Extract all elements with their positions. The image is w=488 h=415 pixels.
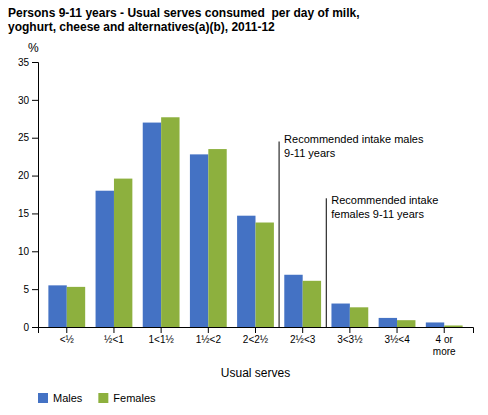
x-tick-mark: [113, 327, 114, 333]
y-axis-line: [32, 63, 39, 328]
y-tick-mark: [32, 100, 38, 101]
bar: [256, 223, 274, 327]
bar: [379, 318, 397, 327]
x-tick: 3½<4: [384, 327, 410, 345]
y-tick-label: 25: [18, 132, 30, 143]
bar: [331, 304, 349, 327]
annotations: Recommended intake males9-11 years Recomm…: [279, 133, 438, 327]
x-tick-mark: [349, 327, 350, 333]
bar: [161, 117, 179, 327]
bar: [96, 191, 114, 327]
x-tick-mark: [397, 327, 398, 333]
x-tick-mark: [208, 327, 209, 333]
recommendation-line: [326, 198, 327, 327]
y-tick-mark: [32, 213, 38, 214]
bar: [444, 325, 462, 327]
bar: [426, 322, 444, 327]
x-tick-label: <½: [60, 334, 75, 345]
y-tick-label: 20: [18, 170, 30, 181]
y-tick-mark: [32, 176, 38, 177]
x-tick-label: 1½<2: [196, 334, 222, 345]
y-tick-mark: [32, 327, 38, 328]
legend-item: Females: [98, 392, 156, 404]
y-tick: 10: [18, 246, 38, 257]
x-axis-line: [39, 328, 474, 334]
x-tick: 3<3½: [337, 327, 363, 345]
x-tick: ½<1: [104, 327, 124, 345]
bar: [237, 216, 255, 327]
legend-swatch: [98, 393, 108, 403]
bar: [190, 154, 208, 327]
legend-swatch: [38, 393, 48, 403]
x-tick: 2<2½: [243, 327, 269, 345]
y-tick-label: 15: [18, 208, 30, 219]
y-tick-mark: [32, 62, 38, 63]
y-tick: 30: [18, 95, 38, 106]
x-tick: 4 ormore: [433, 327, 456, 357]
x-tick-label: 3½<4: [384, 334, 410, 345]
plot: 0 5 10 15 20 25 30 35 <½ ½<1 1<1½ 1½<2 2<2½ 2½<3 3<3½ 3…: [18, 57, 474, 357]
x-tick-mark: [66, 327, 67, 333]
x-tick: 1<1½: [148, 327, 174, 345]
y-tick: 15: [18, 208, 38, 219]
x-tick-label: 2<2½: [243, 334, 269, 345]
title: Persons 9-11 years - Usual serves consum…: [8, 6, 360, 34]
y-axis-title: %: [28, 41, 39, 55]
bars: [48, 117, 462, 327]
x-tick-label: ½<1: [104, 334, 124, 345]
y-tick-label: 0: [23, 322, 29, 333]
bar: [350, 307, 368, 327]
legend-item: Males: [38, 392, 83, 404]
legend-label: Females: [113, 392, 156, 404]
x-tick-label: 3<3½: [337, 334, 363, 345]
x-axis: <½ ½<1 1<1½ 1½<2 2<2½ 2½<3 3<3½ 3½<4 4 ormore: [39, 327, 474, 357]
y-axis: 0 5 10 15 20 25 30 35: [18, 57, 39, 333]
recommendation-line: [279, 142, 280, 328]
x-tick-mark: [302, 327, 303, 333]
bar: [48, 285, 66, 327]
y-tick: 35: [18, 57, 38, 68]
bar: [303, 281, 321, 327]
x-tick-mark: [444, 327, 445, 333]
bar: [284, 275, 302, 327]
series: [48, 123, 444, 327]
x-tick: <½: [60, 327, 75, 345]
y-tick-mark: [32, 138, 38, 139]
annotation: Recommended intake males9-11 years: [284, 133, 424, 159]
legend: Males Females: [38, 392, 156, 404]
x-tick-label: 2½<3: [290, 334, 316, 345]
y-tick-mark: [32, 251, 38, 252]
x-tick: 2½<3: [290, 327, 316, 345]
y-tick: 5: [23, 284, 38, 295]
y-tick: 25: [18, 132, 38, 143]
bar: [143, 123, 161, 327]
bar: [208, 149, 226, 327]
series: [67, 117, 463, 327]
x-axis-title: Usual serves: [221, 366, 290, 380]
y-tick: 0: [23, 322, 38, 333]
y-tick-mark: [32, 289, 38, 290]
chart: Persons 9-11 years - Usual serves consum…: [0, 0, 488, 415]
legend-label: Males: [53, 392, 83, 404]
y-tick-label: 30: [18, 95, 30, 106]
y-tick-label: 10: [18, 246, 30, 257]
y-tick-label: 5: [23, 284, 29, 295]
x-tick-label: 4 ormore: [433, 334, 456, 357]
y-tick-label: 35: [18, 57, 30, 68]
bar: [67, 287, 85, 327]
bar: [114, 179, 132, 327]
x-tick-mark: [161, 327, 162, 333]
x-tick: 1½<2: [196, 327, 222, 345]
x-tick-mark: [255, 327, 256, 333]
x-tick-label: 1<1½: [148, 334, 174, 345]
y-tick: 20: [18, 170, 38, 181]
bar: [397, 320, 415, 327]
annotation: Recommended intakefemales 9-11 years: [331, 194, 438, 220]
